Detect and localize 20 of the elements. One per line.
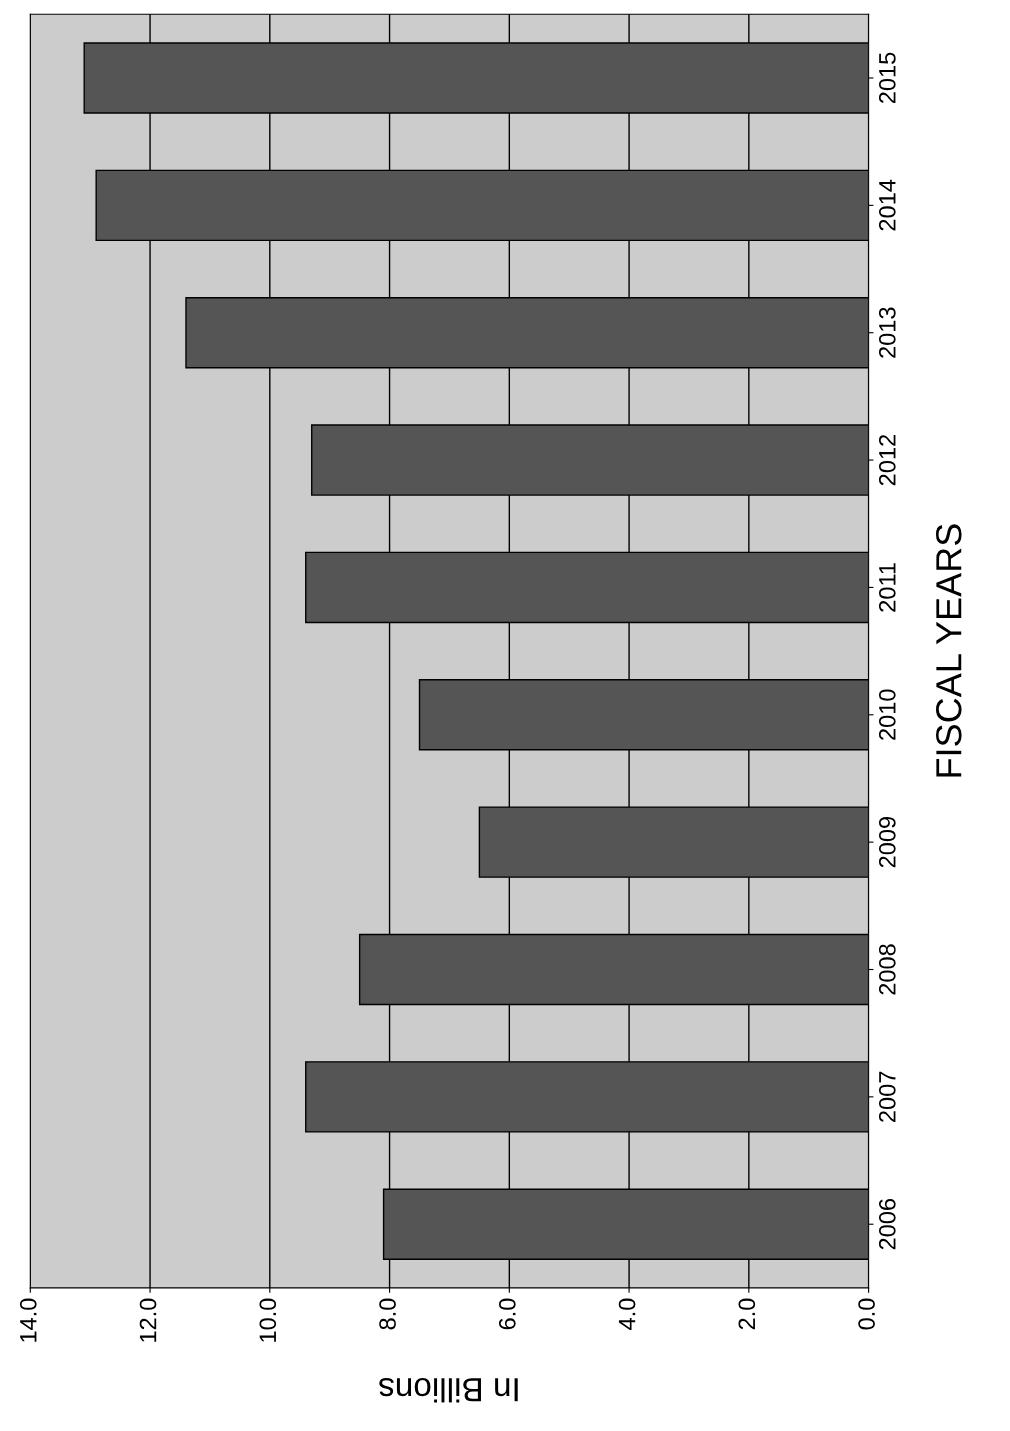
y-tick-label: 2011 <box>878 563 896 612</box>
x-tick-label: 4.0 <box>618 1298 636 1330</box>
x-tick-label: 12.0 <box>139 1298 157 1342</box>
y-tick-label: 2014 <box>878 179 896 231</box>
y-tick-label: 2008 <box>878 944 896 995</box>
y-tick-label: 2007 <box>878 1071 896 1122</box>
x-tick-label: 8.0 <box>379 1298 396 1330</box>
y-tick-label: 2010 <box>878 689 896 740</box>
y-tick-label: 2013 <box>878 307 896 358</box>
y-tick-label: 2015 <box>878 52 896 104</box>
x-tick-label: 10.0 <box>259 1298 277 1342</box>
y-axis-title: FISCAL YEARS <box>936 524 962 777</box>
y-tick-label: 2012 <box>878 434 896 486</box>
x-axis-title: In Billions <box>379 1377 518 1403</box>
x-tick-label: 14.0 <box>19 1298 37 1342</box>
x-tick-label: 6.0 <box>498 1298 516 1330</box>
x-tick-label: 0.0 <box>858 1298 875 1330</box>
y-tick-label: 2009 <box>878 817 896 868</box>
x-tick-label: 2.0 <box>738 1298 756 1330</box>
y-tick-label: 2006 <box>878 1198 896 1250</box>
